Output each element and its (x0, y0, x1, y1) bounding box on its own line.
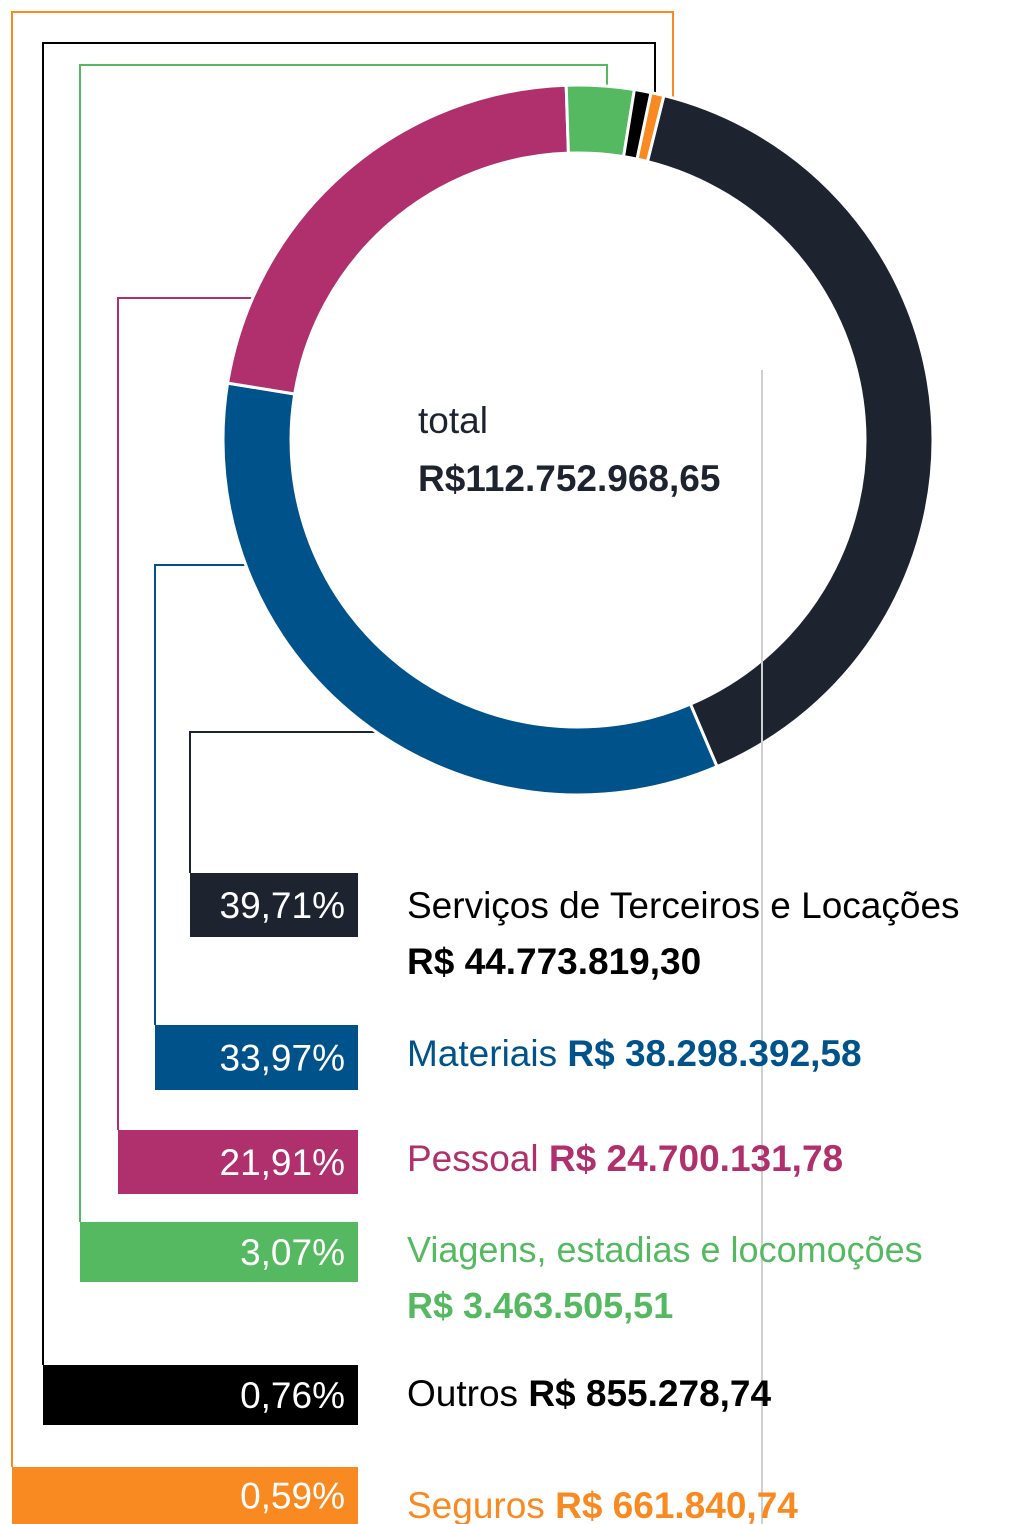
amount: R$ 44.773.819,30 (407, 941, 702, 982)
amount: R$ 855.278,74 (528, 1373, 772, 1414)
percent-label: 0,76% (240, 1375, 345, 1416)
percent-label: 3,07% (240, 1232, 345, 1273)
amount: R$ 24.700.131,78 (548, 1138, 844, 1179)
legend-box (43, 1365, 358, 1425)
connector-line (154, 564, 248, 1025)
percent-label: 39,71% (220, 885, 346, 926)
legend-box (118, 1130, 358, 1194)
percent-label: 33,97% (220, 1038, 346, 1079)
donut-segment (645, 93, 935, 769)
connector-line (117, 297, 252, 1130)
category-name: Pessoal (407, 1138, 539, 1179)
amount: R$ 3.463.505,51 (407, 1285, 674, 1326)
connector-line (42, 42, 656, 1365)
legend-box (190, 873, 358, 937)
category-name: Viagens, estadias e locomoções (407, 1229, 923, 1270)
connector-line (11, 11, 674, 1467)
amount: R$ 661.840,74 (555, 1485, 798, 1524)
legend-box (155, 1025, 358, 1090)
donut-segment (225, 83, 570, 396)
legend-label: Viagens, estadias e locomoções R$ 3.463.5… (407, 1222, 1021, 1334)
legend-label: Serviços de Terceiros e Locações R$ 44.7… (407, 878, 967, 990)
category-name: Seguros (407, 1485, 545, 1524)
center-label: total (418, 400, 488, 441)
percent-label: 21,91% (220, 1142, 346, 1183)
donut-segment (221, 381, 720, 797)
category-name: Materiais (407, 1033, 558, 1074)
category-name: Serviços de Terceiros e Locações (407, 885, 960, 926)
donut-segment (635, 90, 666, 164)
center-value: R$112.752.968,65 (418, 458, 721, 499)
legend-label: Materiais R$ 38.298.392,58 (407, 1026, 1021, 1082)
amount: R$ 38.298.392,58 (567, 1033, 862, 1074)
category-name: Outros (407, 1373, 519, 1414)
legend-box (80, 1222, 358, 1282)
legend-box (12, 1467, 358, 1524)
legend-label: Pessoal R$ 24.700.131,78 (407, 1131, 1021, 1187)
legend-label: Outros R$ 855.278,74 (407, 1366, 1021, 1422)
percent-label: 0,59% (240, 1476, 345, 1517)
legend-label: Seguros R$ 661.840,74 (407, 1478, 1021, 1524)
connector-line (79, 64, 608, 1222)
